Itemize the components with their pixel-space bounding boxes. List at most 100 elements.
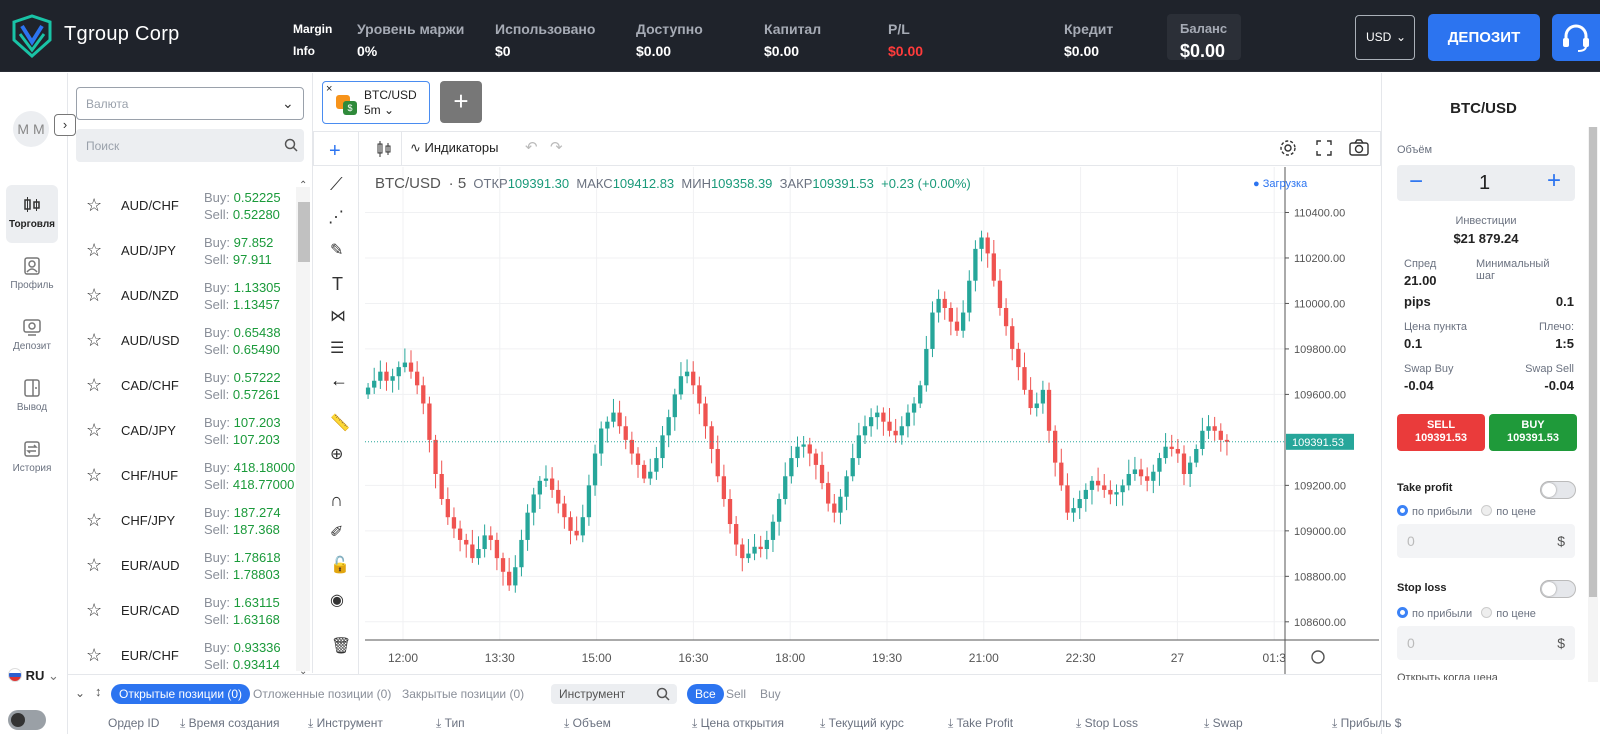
star-icon[interactable]: ☆: [86, 240, 103, 260]
star-icon[interactable]: ☆: [86, 375, 103, 395]
fullscreen-icon[interactable]: [1316, 140, 1332, 156]
redo-icon[interactable]: ↷: [550, 139, 563, 156]
instrument-row[interactable]: ☆ CHF/HUF Buy: 418.18000 Sell: 418.77000: [76, 453, 296, 498]
star-icon[interactable]: ☆: [86, 420, 103, 440]
trend-line-icon[interactable]: ⟋: [330, 174, 343, 194]
support-button[interactable]: [1552, 14, 1600, 61]
instrument-row[interactable]: ☆ CAD/CHF Buy: 0.57222 Sell: 0.57261: [76, 363, 296, 408]
currency-filter-select[interactable]: Валюта: [76, 87, 304, 120]
plus-icon[interactable]: +: [1547, 167, 1562, 194]
star-icon[interactable]: ☆: [86, 465, 103, 485]
star-icon[interactable]: ☆: [86, 600, 103, 620]
interval-select[interactable]: 5m ⌄: [364, 103, 395, 117]
unlock-icon[interactable]: 🔓: [330, 557, 350, 574]
col-take-profit[interactable]: ⤓ Take Profit: [948, 716, 1014, 730]
instrument-row[interactable]: ☆ EUR/AUD Buy: 1.78618 Sell: 1.78803: [76, 543, 296, 588]
price-chart[interactable]: 109391.53 110400.00 110200.00 110000.00 1098…: [365, 167, 1379, 675]
instrument-row[interactable]: ☆ AUD/USD Buy: 0.65438 Sell: 0.65490: [76, 318, 296, 363]
nav-item-deposit[interactable]: Депозит: [6, 307, 58, 365]
buy-button[interactable]: BUY 109391.53: [1489, 414, 1577, 451]
camera-icon[interactable]: [1349, 139, 1369, 157]
filter-sell[interactable]: Sell: [726, 687, 747, 701]
col-created[interactable]: ⤓ Время создания: [180, 716, 280, 730]
minus-icon[interactable]: −: [1409, 168, 1424, 195]
sell-button[interactable]: SELL 109391.53: [1397, 414, 1485, 451]
volume-stepper[interactable]: − 1 +: [1397, 165, 1575, 201]
close-icon[interactable]: ×: [326, 83, 333, 95]
avatar[interactable]: M M: [13, 111, 49, 147]
resize-handle-icon[interactable]: ↕: [95, 684, 102, 699]
take-profit-input[interactable]: 0 $: [1397, 524, 1575, 558]
instruments-scrollbar[interactable]: [296, 187, 310, 671]
brush-icon[interactable]: ✎: [330, 242, 344, 259]
crosshair-icon[interactable]: +: [329, 140, 341, 162]
tab-closed-positions[interactable]: Закрытые позиции (0): [402, 687, 525, 701]
instrument-search-input[interactable]: Поиск: [76, 129, 304, 162]
nav-item-history[interactable]: История: [6, 429, 58, 487]
nav-item-withdraw[interactable]: Вывод: [6, 368, 58, 426]
tab-pending-positions[interactable]: Отложенные позиции (0): [253, 687, 392, 701]
trash-icon[interactable]: 🗑: [331, 638, 352, 655]
language-select[interactable]: RU ⌄: [8, 668, 59, 684]
deposit-button[interactable]: ДЕПОЗИТ: [1428, 14, 1540, 61]
currency-select[interactable]: USD ⌄: [1355, 15, 1415, 60]
col-open-price[interactable]: ⤓ Цена открытия: [692, 716, 784, 730]
instrument-row[interactable]: ☆ AUD/CHF Buy: 0.52225 Sell: 0.52280: [76, 183, 296, 228]
fibonacci-icon[interactable]: ☰: [330, 340, 345, 357]
pitchfork-icon[interactable]: ⋰: [328, 209, 344, 226]
zoom-in-icon[interactable]: ⊕: [330, 446, 344, 463]
filter-buy[interactable]: Buy: [760, 687, 781, 701]
pattern-icon[interactable]: ⋈: [330, 308, 346, 325]
indicators-button[interactable]: ∿ Индикаторы: [410, 140, 499, 155]
tab-open-positions[interactable]: Открытые позиции (0): [111, 684, 251, 704]
theme-toggle[interactable]: [8, 710, 46, 730]
instrument-row[interactable]: ☆ AUD/JPY Buy: 97.852 Sell: 97.911: [76, 228, 296, 273]
star-icon[interactable]: ☆: [86, 555, 103, 575]
star-icon[interactable]: ☆: [86, 510, 103, 530]
instrument-row[interactable]: ☆ EUR/CHF Buy: 0.93336 Sell: 0.93414: [76, 633, 296, 678]
star-icon[interactable]: ☆: [86, 330, 103, 350]
stop-loss-toggle[interactable]: [1540, 580, 1576, 598]
order-panel-scrollbar[interactable]: [1588, 127, 1598, 682]
star-icon[interactable]: ☆: [86, 645, 103, 665]
col-swap[interactable]: ⤓ Swap: [1204, 716, 1243, 730]
arrow-left-icon[interactable]: ←: [330, 370, 348, 390]
tab-btc-usd[interactable]: × $ BTC/USD 5m ⌄: [322, 81, 430, 124]
instrument-row[interactable]: ☆ CAD/JPY Buy: 107.203 Sell: 107.203: [76, 408, 296, 453]
col-type[interactable]: ⤓ Тип: [436, 716, 465, 730]
stop-loss-input[interactable]: 0 $: [1397, 626, 1575, 660]
margin-info[interactable]: Margin Info: [293, 22, 333, 58]
chevron-down-icon[interactable]: ⌄: [75, 686, 86, 700]
axis-settings-icon[interactable]: [1311, 650, 1325, 664]
ruler-icon[interactable]: 📏: [330, 415, 350, 432]
take-profit-mode[interactable]: по прибыли по цене: [1397, 505, 1536, 518]
nav-item-profile[interactable]: Профиль: [6, 246, 58, 304]
star-icon[interactable]: ☆: [86, 195, 103, 215]
collapse-panel-button[interactable]: ›: [54, 114, 76, 136]
take-profit-toggle[interactable]: [1540, 481, 1576, 499]
col-stop-loss[interactable]: ⤓ Stop Loss: [1076, 716, 1139, 730]
candles-icon[interactable]: [376, 140, 392, 158]
add-chart-tab-button[interactable]: +: [440, 81, 482, 123]
scroll-down-icon[interactable]: ⌄: [299, 666, 308, 677]
instrument-row[interactable]: ☆ CHF/JPY Buy: 187.274 Sell: 187.368: [76, 498, 296, 543]
col-profit[interactable]: ⤓ Прибыль $: [1332, 716, 1402, 730]
instrument-row[interactable]: ☆ AUD/NZD Buy: 1.13305 Sell: 1.13457: [76, 273, 296, 318]
filter-all[interactable]: Все: [687, 684, 724, 704]
col-order-id[interactable]: Ордер ID: [108, 716, 160, 730]
lock-drawing-icon[interactable]: ✐: [330, 524, 344, 541]
gear-icon[interactable]: [1279, 139, 1297, 157]
scroll-up-icon[interactable]: ⌃: [299, 180, 308, 191]
undo-icon[interactable]: ↶: [525, 139, 538, 156]
star-icon[interactable]: ☆: [86, 285, 103, 305]
magnet-icon[interactable]: ∩: [330, 490, 343, 510]
instrument-row[interactable]: ☆ EUR/CAD Buy: 1.63115 Sell: 1.63168: [76, 588, 296, 633]
eye-icon[interactable]: ◉: [330, 592, 344, 609]
col-volume[interactable]: ⤓ Объем: [564, 716, 611, 730]
stop-loss-mode[interactable]: по прибыли по цене: [1397, 607, 1536, 620]
text-icon[interactable]: T: [332, 274, 343, 294]
col-instrument[interactable]: ⤓ Инструмент: [308, 716, 383, 730]
nav-item-trading[interactable]: Торговля: [6, 185, 58, 243]
position-instrument-search[interactable]: Инструмент: [551, 684, 677, 704]
col-current-price[interactable]: ⤓ Текущий курс: [820, 716, 904, 730]
